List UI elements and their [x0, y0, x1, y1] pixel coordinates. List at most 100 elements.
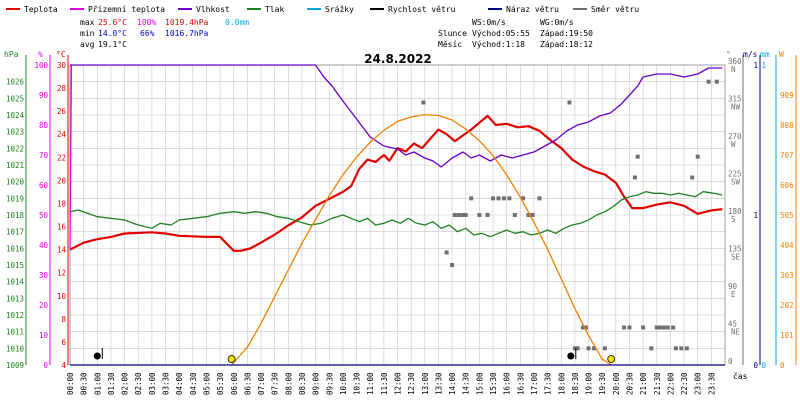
series-point-sm-r-v-tru: [452, 213, 457, 217]
series-point-sm-r-v-tru: [469, 196, 474, 201]
tick-label-temperature: 26: [57, 107, 67, 116]
tick-label-wind-compass: NW: [731, 103, 741, 112]
tick-label-solar: 909: [780, 91, 794, 100]
x-tick-label: 02:30: [134, 372, 143, 395]
sunrise-time: Východ:05:55: [472, 29, 530, 38]
tick-label-pressure: 1024: [6, 111, 25, 120]
legend-label-temperature: Teplota: [24, 5, 58, 14]
x-tick-label: 09:00: [312, 372, 321, 395]
tick-label-pressure: 1016: [6, 244, 25, 253]
tick-label-solar: 808: [780, 121, 794, 130]
tick-label-solar: 0: [780, 361, 785, 370]
series-point-sm-r-v-tru: [592, 346, 596, 351]
legend-label-feels_like: Přízemní teplota: [88, 5, 165, 14]
tick-label-pressure: 1010: [6, 344, 25, 353]
tick-label-wind-dir: 45: [728, 320, 737, 329]
tick-label-temperature: 16: [57, 223, 67, 232]
stats-ws: WS:0m/s: [472, 18, 506, 27]
tick-label-humidity: 10: [39, 331, 49, 340]
series-point-sm-r-v-tru: [501, 196, 506, 201]
series-point-sm-r-v-tru: [530, 213, 535, 217]
tick-label-temperature: 12: [57, 269, 66, 278]
tick-label-solar: 202: [780, 301, 794, 310]
tick-label-humidity: 90: [39, 91, 49, 100]
series-point-sm-r-v-tru: [444, 250, 449, 255]
x-tick-label: 13:00: [421, 372, 430, 395]
x-tick-label: 19:00: [585, 372, 594, 395]
unit-ms: m/s: [743, 50, 758, 59]
chart-date-title: 24.8.2022: [364, 52, 432, 66]
marker-sunset: [607, 355, 616, 363]
tick-label-solar: 707: [780, 151, 794, 160]
series-point-sm-r-v-tru: [512, 213, 517, 217]
x-tick-label: 00:00: [66, 372, 75, 395]
stats-min-pressure: 1016.7hPa: [165, 29, 209, 38]
series-line-tlak: [69, 191, 723, 238]
legend-label-precipitation: Srážky: [325, 5, 354, 14]
series-point-sm-r-v-tru: [572, 346, 577, 351]
series-point-sm-r-v-tru: [622, 325, 627, 330]
tick-label-humidity: 30: [39, 271, 49, 280]
tick-label-wind-dir: 360: [728, 57, 742, 66]
series-line-slunce: [231, 113, 612, 366]
tick-label-temperature: 20: [57, 176, 67, 185]
stats-wg: WG:0m/s: [540, 18, 574, 27]
tick-label-pressure: 1023: [6, 128, 24, 137]
tick-label-pressure: 1018: [6, 211, 25, 220]
sunset-time: Západ:19:50: [540, 29, 593, 38]
series-point-sm-r-v-tru: [706, 79, 711, 84]
series-point-sm-r-v-tru: [521, 196, 526, 201]
x-tick-label: 04:00: [175, 372, 184, 395]
x-tick-label: 22:30: [680, 372, 689, 395]
tick-label-wind-speed: 1: [753, 61, 758, 70]
tick-label-humidity: 40: [39, 241, 49, 250]
x-tick-label: 08:30: [298, 372, 307, 395]
series-point-sm-r-v-tru: [635, 154, 640, 159]
x-axis-label: čas: [733, 371, 748, 381]
series-point-sm-r-v-tru: [661, 325, 666, 330]
x-tick-label: 18:00: [557, 372, 566, 395]
series-point-sm-r-v-tru: [477, 213, 482, 217]
tick-label-wind-compass: S: [731, 215, 736, 224]
series-point-sm-r-v-tru: [654, 325, 659, 330]
series-point-sm-r-v-tru: [649, 346, 654, 351]
x-tick-label: 12:00: [394, 372, 403, 395]
series-layer: [69, 64, 725, 366]
tick-label-temperature: 30: [57, 61, 67, 70]
tick-label-pressure: 1012: [6, 311, 24, 320]
series-point-sm-r-v-tru: [456, 213, 461, 217]
tick-label-humidity: 0: [43, 361, 48, 370]
moon-label: Měsíc: [438, 40, 462, 49]
x-tick-label: 16:30: [516, 372, 525, 395]
tick-label-pressure: 1019: [6, 194, 24, 203]
tick-label-humidity: 70: [39, 151, 49, 160]
series-line-p-zemn-teplota: [69, 64, 73, 250]
tick-label-humidity: 50: [39, 211, 49, 220]
tick-label-temperature: 14: [57, 246, 67, 255]
stats-max-pressure: 1019.4hPa: [165, 18, 209, 27]
x-tick-label: 13:30: [434, 372, 443, 395]
series-point-sm-r-v-tru: [583, 325, 588, 330]
x-tick-label: 02:00: [121, 372, 130, 395]
tick-label-solar: 404: [780, 241, 794, 250]
unit-hpa: hPa: [4, 50, 19, 59]
tick-label-rain: 1: [761, 61, 766, 70]
series-point-sm-r-v-tru: [526, 213, 531, 217]
x-tick-label: 03:30: [162, 372, 171, 395]
tick-label-pressure: 1014: [6, 278, 25, 287]
x-tick-label: 11:30: [380, 372, 389, 395]
unit-pct: %: [38, 50, 43, 59]
tick-label-temperature: 8: [61, 315, 66, 324]
tick-label-humidity: 100: [34, 61, 48, 70]
series-line-vlhkost: [70, 64, 723, 168]
series-point-sm-r-v-tru: [567, 100, 572, 105]
tick-label-wind-dir: 180: [728, 207, 742, 216]
x-tick-label: 07:00: [257, 372, 266, 395]
x-tick-label: 16:00: [503, 372, 512, 395]
stats-max-label: max: [80, 18, 95, 27]
x-tick-label: 17:30: [544, 372, 553, 395]
series-point-sm-r-v-tru: [421, 100, 426, 105]
series-point-sm-r-v-tru: [507, 196, 512, 201]
series-point-sm-r-v-tru: [586, 346, 591, 351]
